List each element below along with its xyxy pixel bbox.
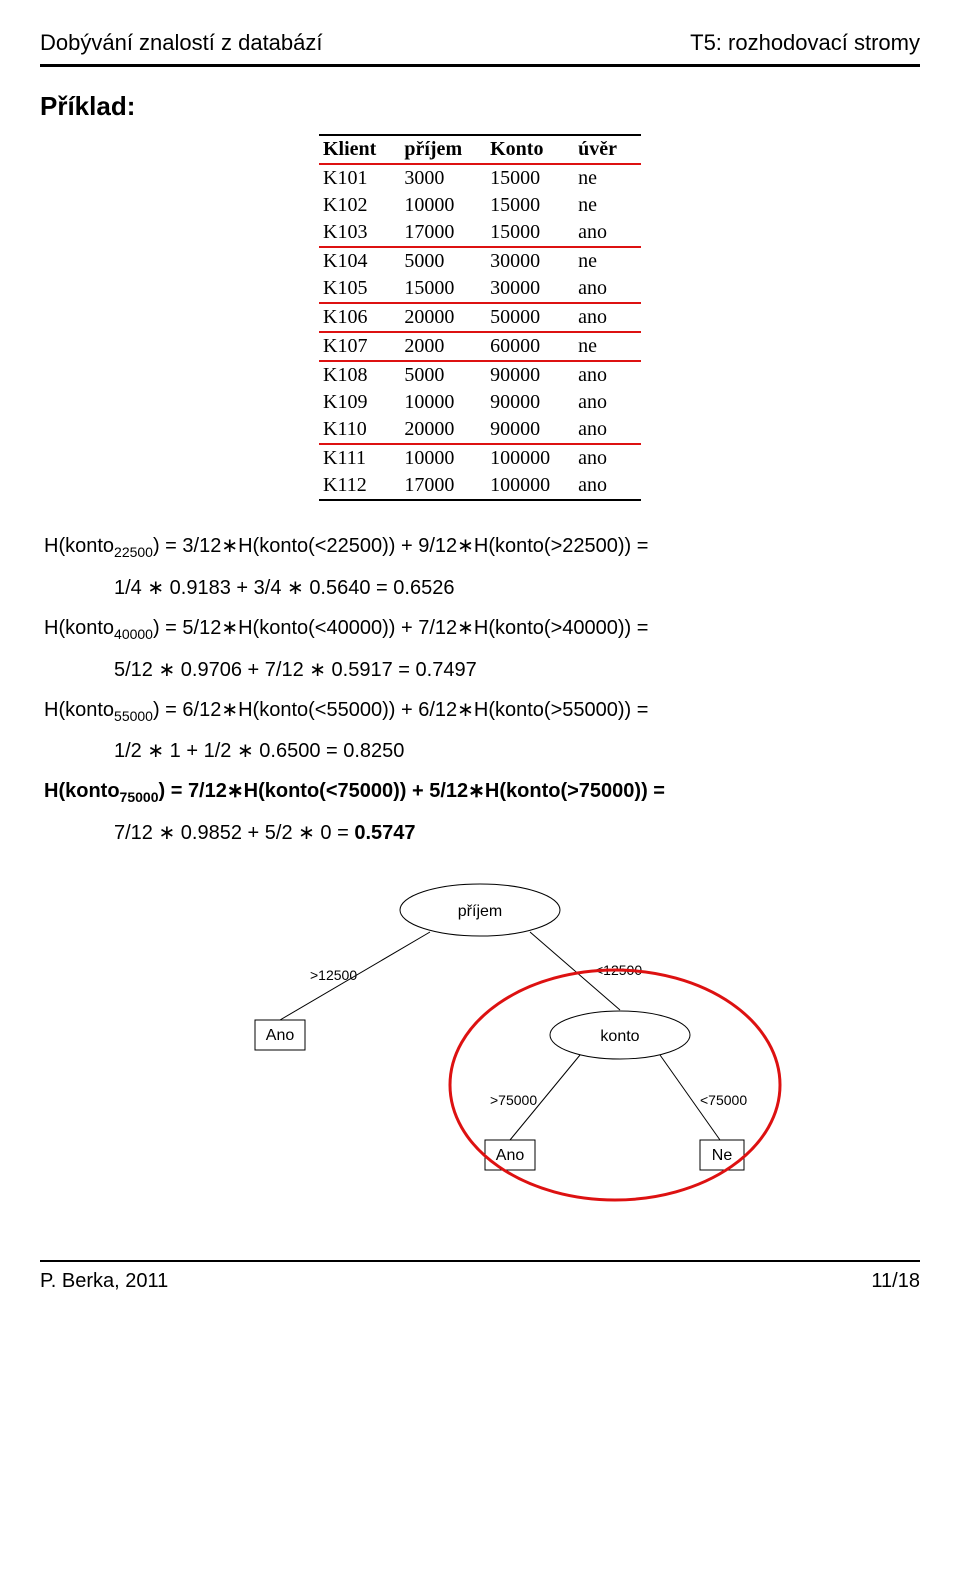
tree-svg: příjem >12500 <12500 Ano konto >75000 <7…	[200, 880, 760, 1220]
table-cell: 15000	[486, 164, 574, 192]
table-cell: 15000	[486, 192, 574, 219]
header-rule	[40, 64, 920, 67]
table-cell: ne	[574, 164, 641, 192]
table-row: K1031700015000ano	[319, 219, 641, 247]
table-cell: K105	[319, 275, 400, 303]
table-cell: 17000	[400, 219, 486, 247]
data-table-wrap: KlientpříjemKontoúvěr K101300015000neK10…	[40, 134, 920, 501]
table-cell: 90000	[486, 416, 574, 444]
table-cell: K103	[319, 219, 400, 247]
highlight-circle	[450, 970, 780, 1200]
table-cell: K110	[319, 416, 400, 444]
leaf-left: Ano	[266, 1027, 295, 1044]
table-row: K1102000090000ano	[319, 416, 641, 444]
table-cell: 2000	[400, 332, 486, 361]
formula-3-result: 1/2 ∗ 1 + 1/2 ∗ 0.6500 = 0.8250	[114, 734, 920, 768]
formulas-block: H(konto22500) = 3/12∗H(konto(<22500)) + …	[44, 529, 920, 850]
table-cell: 50000	[486, 303, 574, 332]
table-cell: K112	[319, 472, 400, 500]
table-cell: 5000	[400, 247, 486, 275]
table-cell: K108	[319, 361, 400, 389]
tree-mid-label: konto	[600, 1028, 639, 1045]
formula-3: H(konto55000) = 6/12∗H(konto(<55000)) + …	[44, 693, 920, 729]
leaf-mid-right: Ne	[712, 1147, 733, 1164]
table-row: K11217000100000ano	[319, 472, 641, 500]
formula-4-result: 7/12 ∗ 0.9852 + 5/2 ∗ 0 = 0.5747	[114, 816, 920, 850]
table-row: K1051500030000ano	[319, 275, 641, 303]
table-row: K101300015000ne	[319, 164, 641, 192]
table-cell: K104	[319, 247, 400, 275]
header-left: Dobývání znalostí z databází	[40, 30, 323, 56]
table-cell: K107	[319, 332, 400, 361]
table-cell: 20000	[400, 303, 486, 332]
table-cell: ano	[574, 303, 641, 332]
table-cell: ano	[574, 219, 641, 247]
table-cell: 60000	[486, 332, 574, 361]
data-table: KlientpříjemKontoúvěr K101300015000neK10…	[319, 134, 641, 501]
formula-1-result: 1/4 ∗ 0.9183 + 3/4 ∗ 0.5640 = 0.6526	[114, 571, 920, 605]
table-row: K104500030000ne	[319, 247, 641, 275]
table-row: K1091000090000ano	[319, 389, 641, 416]
table-header: úvěr	[574, 135, 641, 164]
table-cell: K109	[319, 389, 400, 416]
formula-1: H(konto22500) = 3/12∗H(konto(<22500)) + …	[44, 529, 920, 565]
table-cell: ne	[574, 192, 641, 219]
example-label: Příklad:	[40, 91, 920, 122]
table-cell: K111	[319, 444, 400, 472]
table-cell: 5000	[400, 361, 486, 389]
table-cell: 10000	[400, 389, 486, 416]
table-cell: ano	[574, 361, 641, 389]
table-cell: ne	[574, 332, 641, 361]
table-cell: 3000	[400, 164, 486, 192]
table-cell: 90000	[486, 361, 574, 389]
table-cell: 100000	[486, 472, 574, 500]
table-cell: 10000	[400, 444, 486, 472]
footer-left: P. Berka, 2011	[40, 1270, 168, 1293]
header-right: T5: rozhodovací stromy	[690, 30, 920, 56]
table-cell: ano	[574, 472, 641, 500]
formula-2-result: 5/12 ∗ 0.9706 + 7/12 ∗ 0.5917 = 0.7497	[114, 653, 920, 687]
formula-2: H(konto40000) = 5/12∗H(konto(<40000)) + …	[44, 611, 920, 647]
table-header: Konto	[486, 135, 574, 164]
table-row: K11110000100000ano	[319, 444, 641, 472]
tree-root-label: příjem	[458, 903, 502, 920]
table-row: K108500090000ano	[319, 361, 641, 389]
table-cell: ano	[574, 444, 641, 472]
table-cell: ano	[574, 275, 641, 303]
table-cell: 17000	[400, 472, 486, 500]
table-row: K1062000050000ano	[319, 303, 641, 332]
mid-left-label: >75000	[490, 1092, 537, 1108]
table-cell: ne	[574, 247, 641, 275]
table-row: K107200060000ne	[319, 332, 641, 361]
formula-4: H(konto75000) = 7/12∗H(konto(<75000)) + …	[44, 774, 920, 810]
table-cell: 30000	[486, 247, 574, 275]
footer-rule	[40, 1260, 920, 1262]
table-cell: ano	[574, 389, 641, 416]
table-cell: K101	[319, 164, 400, 192]
table-cell: 20000	[400, 416, 486, 444]
table-header: příjem	[400, 135, 486, 164]
footer-right: 11/18	[871, 1270, 920, 1293]
table-cell: 30000	[486, 275, 574, 303]
table-row: K1021000015000ne	[319, 192, 641, 219]
table-cell: ano	[574, 416, 641, 444]
table-header: Klient	[319, 135, 400, 164]
table-cell: K106	[319, 303, 400, 332]
table-cell: 100000	[486, 444, 574, 472]
table-cell: 15000	[400, 275, 486, 303]
root-left-label: >12500	[310, 967, 357, 983]
mid-right-label: <75000	[700, 1092, 747, 1108]
table-cell: 90000	[486, 389, 574, 416]
leaf-mid-left: Ano	[496, 1147, 525, 1164]
table-cell: 15000	[486, 219, 574, 247]
table-cell: 10000	[400, 192, 486, 219]
tree-diagram: příjem >12500 <12500 Ano konto >75000 <7…	[40, 880, 920, 1220]
table-cell: K102	[319, 192, 400, 219]
